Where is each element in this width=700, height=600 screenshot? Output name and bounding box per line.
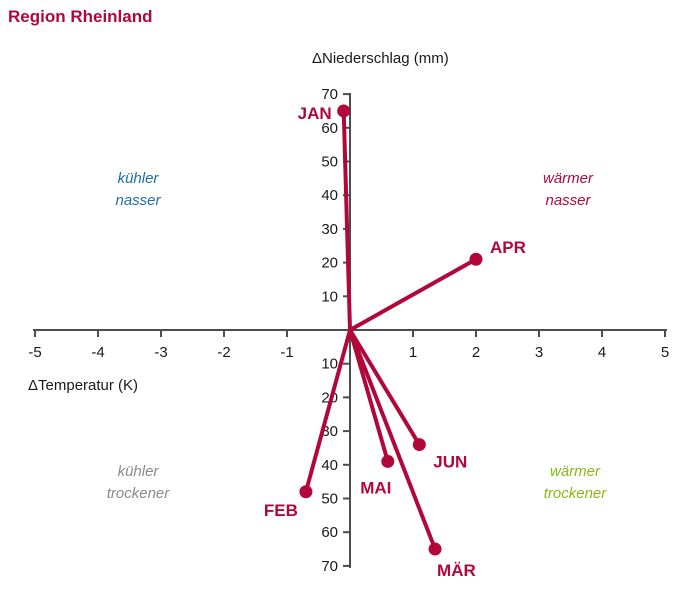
month-label-mai: MAI (360, 478, 391, 497)
vector-point-apr (469, 252, 483, 266)
y-axis-label: ΔNiederschlag (mm) (312, 50, 449, 67)
y-tick-label: 40 (321, 187, 338, 204)
y-tick-label: 70 (321, 86, 338, 103)
quadrant-label-tl: kühler (118, 170, 160, 187)
y-tick-label: 60 (321, 120, 338, 137)
quadrant-label-tr: wärmer (543, 170, 594, 187)
y-tick-label: 10 (321, 288, 338, 305)
x-tick-label: 2 (472, 344, 480, 361)
month-label-feb: FEB (264, 501, 298, 520)
y-tick-label: 70 (321, 558, 338, 575)
vector-line-feb (303, 328, 352, 494)
vector-line-jan (341, 108, 352, 332)
x-tick-label: 1 (409, 344, 417, 361)
x-tick-label: -2 (217, 344, 230, 361)
quadrant-label-bl: kühler (118, 463, 160, 480)
x-tick-label: -3 (154, 344, 167, 361)
y-tick-label: 30 (321, 221, 338, 238)
quadrant-label-br: wärmer (550, 463, 601, 480)
x-axis-label: ΔTemperatur (K) (28, 377, 138, 394)
vector-point-feb (299, 485, 313, 499)
y-tick-label: 50 (321, 491, 338, 508)
quadrant-label-bl: trockener (107, 485, 171, 502)
month-label-apr: APR (490, 238, 526, 257)
quadrant-label-tr: nasser (545, 192, 591, 209)
x-tick-label: -4 (91, 344, 104, 361)
quadrant-label-br: trockener (544, 485, 608, 502)
quadrant-labels: kühler nasser wärmer nasser kühler trockener w… (107, 170, 608, 502)
chart-title: Region Rheinland (8, 7, 153, 26)
x-tick-label: -5 (28, 344, 41, 361)
quadrant-label-tl: nasser (115, 192, 161, 209)
y-tick-label: 10 (321, 356, 338, 373)
y-tick-label: 60 (321, 524, 338, 541)
x-axis-ticks: -5 -4 -3 -2 -1 1 2 3 4 5 (28, 330, 669, 361)
x-tick-label: 4 (598, 344, 606, 361)
x-tick-label: 5 (661, 344, 669, 361)
vector-point-mär (428, 542, 442, 556)
vector-line-apr (348, 257, 478, 332)
vector-point-mai (381, 454, 395, 468)
vector-line-jun (348, 328, 422, 447)
vector-point-jan (337, 104, 351, 118)
x-tick-label: 3 (535, 344, 543, 361)
month-label-jun: JUN (433, 453, 467, 472)
vector-line-mai (348, 328, 390, 464)
month-label-mär: MÄR (437, 561, 476, 580)
x-tick-label: -1 (280, 344, 293, 361)
y-tick-label: 50 (321, 154, 338, 171)
vector-line-mär (348, 328, 438, 552)
y-tick-label: 20 (321, 255, 338, 272)
y-tick-label: 40 (321, 457, 338, 474)
month-vectors: JAN FEB MÄR APR MAI JUN (264, 104, 526, 580)
month-label-jan: JAN (298, 104, 332, 123)
vector-point-jun (412, 438, 426, 452)
